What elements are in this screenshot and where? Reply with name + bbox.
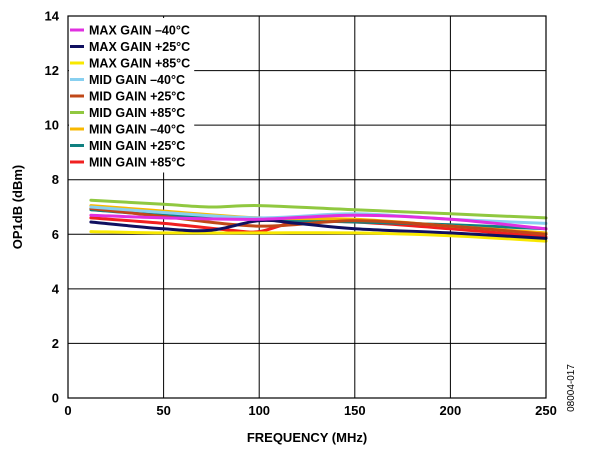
legend: MAX GAIN –40°C MAX GAIN +25°C MAX GAIN +85… bbox=[70, 24, 190, 170]
y-tick-label-6: 12 bbox=[45, 63, 59, 78]
series-line-1 bbox=[89, 218, 548, 240]
y-axis-label: OP1dB (dBm) bbox=[10, 165, 25, 250]
legend-label-4: MID GAIN +25°C bbox=[89, 90, 185, 104]
series-line-2 bbox=[89, 230, 548, 243]
legend-label-7: MIN GAIN +25°C bbox=[89, 139, 185, 153]
x-axis-label: FREQUENCY (MHz) bbox=[247, 430, 367, 445]
x-tick-label-0: 0 bbox=[64, 403, 71, 418]
x-tick-label-5: 250 bbox=[535, 403, 557, 418]
legend-label-8: MIN GAIN +85°C bbox=[89, 156, 185, 170]
series-layer bbox=[89, 198, 548, 243]
grid-lines bbox=[68, 16, 546, 398]
x-tick-label-4: 200 bbox=[440, 403, 462, 418]
y-tick-label-0: 0 bbox=[52, 391, 59, 406]
legend-background bbox=[69, 18, 195, 173]
y-tick-label-7: 14 bbox=[45, 9, 60, 24]
legend-label-6: MIN GAIN –40°C bbox=[89, 123, 185, 137]
legend-label-0: MAX GAIN –40°C bbox=[89, 24, 190, 38]
y-tick-label-3: 6 bbox=[52, 227, 59, 242]
x-tick-label-1: 50 bbox=[156, 403, 170, 418]
legend-label-5: MID GAIN +85°C bbox=[89, 106, 185, 120]
figure-code: 08004-017 bbox=[566, 364, 577, 412]
plot-frame bbox=[67, 15, 547, 399]
x-tick-label-2: 100 bbox=[248, 403, 270, 418]
y-tick-label-4: 8 bbox=[52, 172, 59, 187]
series-line-4 bbox=[89, 206, 548, 236]
series-line-0 bbox=[89, 213, 548, 231]
legend-label-2: MAX GAIN +85°C bbox=[89, 57, 190, 71]
y-tick-label-2: 4 bbox=[52, 281, 60, 296]
tick-labels: 0 50 100 150 200 250 0 2 4 6 8 10 12 14 bbox=[45, 9, 557, 419]
legend-label-1: MAX GAIN +25°C bbox=[89, 40, 190, 54]
y-tick-label-5: 10 bbox=[45, 118, 59, 133]
y-tick-label-1: 2 bbox=[52, 336, 59, 351]
x-tick-label-3: 150 bbox=[344, 403, 366, 418]
legend-label-3: MID GAIN –40°C bbox=[89, 73, 185, 87]
series-line-5 bbox=[89, 198, 548, 220]
